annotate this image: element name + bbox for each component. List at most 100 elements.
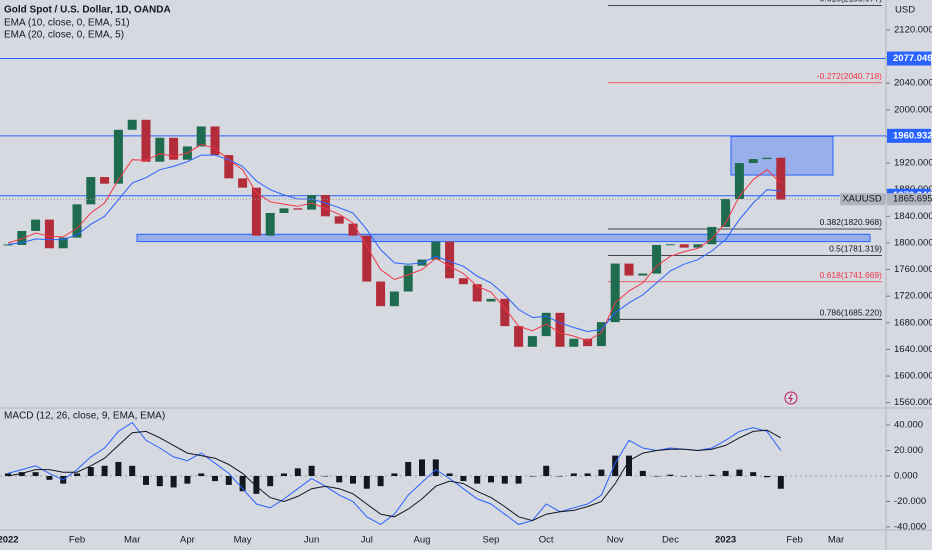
histogram-bar — [667, 474, 674, 476]
candle — [86, 177, 96, 205]
y-tick-label: 2000.000 — [894, 104, 932, 115]
y-tick-label: 20.000 — [894, 445, 923, 456]
fib-label: 0.786(1685.220) — [820, 308, 883, 318]
x-tick-label: Jun — [304, 535, 319, 546]
histogram-bar — [543, 465, 550, 476]
x-tick-label: May — [234, 535, 252, 546]
histogram-bar — [184, 475, 191, 484]
x-tick-label: Nov — [607, 535, 624, 546]
last-price-label: 1865.695 — [893, 194, 932, 205]
candle — [3, 244, 13, 246]
histogram-bar — [695, 475, 701, 477]
x-tick-label: Feb — [69, 535, 85, 546]
candle — [389, 291, 399, 307]
candle — [583, 338, 593, 347]
candle — [31, 219, 41, 231]
histogram-bar — [460, 475, 467, 482]
candle — [569, 338, 579, 347]
histogram-bar — [212, 475, 218, 482]
candle — [58, 237, 68, 249]
fib-label: 0.382(1820.968) — [820, 217, 883, 227]
x-tick-label: 2022 — [0, 535, 19, 546]
symbol-badge — [840, 193, 885, 206]
symbol-label: XAUUSD — [842, 194, 882, 205]
price-badge-label: 2077.049 — [893, 53, 932, 64]
candle — [500, 298, 510, 327]
y-tick-label: 1560.000 — [894, 397, 932, 408]
candle — [652, 244, 662, 274]
candle — [679, 244, 689, 248]
candle — [362, 235, 372, 282]
histogram-bar — [32, 472, 39, 476]
chart-title: Gold Spot / U.S. Dollar, 1D, OANDA — [4, 5, 171, 16]
x-tick-label: 2023 — [715, 535, 736, 546]
candle — [403, 265, 413, 292]
histogram-bar — [570, 473, 577, 476]
x-tick-label: Sep — [483, 535, 500, 546]
candle — [514, 326, 524, 347]
candle — [169, 137, 179, 160]
candle — [748, 159, 758, 164]
histogram-bar — [253, 475, 260, 494]
y-tick-label: 2040.000 — [894, 78, 932, 89]
candle — [376, 281, 386, 307]
fib-label: -0.272(2040.718) — [817, 71, 882, 81]
histogram-bar — [294, 468, 301, 476]
y-tick-label: 1800.000 — [894, 237, 932, 248]
x-tick-label: Feb — [786, 535, 802, 546]
histogram-bar — [529, 475, 536, 477]
histogram-bar — [446, 473, 453, 476]
histogram-bar — [239, 475, 246, 492]
candle — [72, 204, 82, 238]
candle — [334, 216, 344, 224]
ema-line — [7, 154, 781, 333]
histogram-bar — [101, 465, 108, 476]
histogram-bar — [225, 475, 232, 485]
histogram-bar — [488, 475, 494, 483]
candle — [196, 126, 206, 147]
candle — [596, 322, 606, 347]
histogram-bar — [336, 475, 343, 483]
fib-label: 0.618(1741.669) — [820, 270, 883, 280]
histogram-bar — [708, 474, 715, 476]
candle — [445, 241, 455, 279]
y-tick-label: 1680.000 — [894, 317, 932, 328]
y-tick-label: 1720.000 — [894, 291, 932, 302]
candle — [320, 195, 330, 217]
candle — [527, 336, 537, 347]
histogram-bar — [74, 473, 80, 476]
histogram-bar — [281, 473, 287, 476]
fib-label: -0.618(2156.977) — [817, 0, 882, 4]
histogram-bar — [115, 461, 122, 476]
histogram-bar — [308, 465, 315, 476]
last-price-badge — [887, 193, 931, 206]
y-tick-label: 1920.000 — [894, 158, 932, 169]
price-badge — [887, 128, 931, 143]
y-tick-label: 40.000 — [894, 420, 923, 431]
histogram-bar — [322, 475, 329, 477]
candle — [17, 230, 27, 245]
histogram-bar — [501, 475, 508, 484]
candle — [348, 223, 358, 236]
histogram-bar — [419, 459, 425, 476]
candle — [776, 157, 786, 200]
histogram-bar — [557, 475, 563, 477]
y-tick-label: 1600.000 — [894, 371, 932, 382]
candle — [210, 126, 220, 156]
histogram-bar — [626, 455, 632, 476]
x-tick-label: Jul — [361, 535, 373, 546]
candle — [224, 155, 234, 179]
x-tick-label: Dec — [662, 535, 679, 546]
zone — [136, 233, 871, 243]
legend-ema-10: EMA (10, close, 0, EMA, 51) — [4, 18, 130, 29]
histogram-bar — [363, 475, 370, 489]
candle — [734, 163, 744, 200]
histogram-bar — [584, 473, 591, 476]
macd-line — [7, 421, 782, 525]
event-icon[interactable] — [784, 391, 798, 405]
candle — [458, 278, 468, 285]
histogram-bar — [170, 475, 177, 488]
legend-ema-20: EMA (20, close, 0, EMA, 5) — [4, 30, 124, 41]
histogram-bar — [5, 473, 11, 476]
